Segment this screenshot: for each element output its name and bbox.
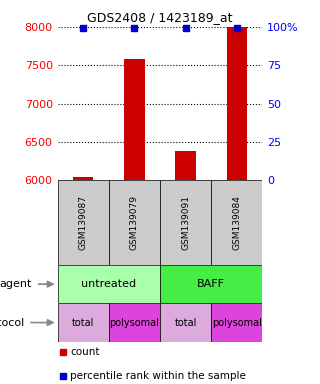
Bar [109,180,160,265]
Text: count: count [70,347,100,358]
Bar [58,265,160,303]
Title: GDS2408 / 1423189_at: GDS2408 / 1423189_at [87,11,233,24]
Text: GSM139091: GSM139091 [181,195,190,250]
Bar [175,151,196,180]
Bar [211,180,262,265]
Bar [160,180,211,265]
Text: BAFF: BAFF [197,279,225,289]
Text: percentile rank within the sample: percentile rank within the sample [70,371,246,381]
Text: protocol: protocol [0,318,24,328]
Bar [73,177,93,180]
Text: agent: agent [0,279,32,289]
Bar [109,303,160,342]
Bar [211,303,262,342]
Bar [227,27,247,180]
Text: total: total [72,318,94,328]
Bar [160,265,262,303]
Text: total: total [174,318,197,328]
Text: GSM139087: GSM139087 [79,195,88,250]
Bar [58,303,109,342]
Text: GSM139079: GSM139079 [130,195,139,250]
Text: GSM139084: GSM139084 [232,195,241,250]
Bar [160,303,211,342]
Text: untreated: untreated [81,279,136,289]
Bar [58,180,109,265]
Text: polysomal: polysomal [212,318,262,328]
Text: polysomal: polysomal [109,318,159,328]
Bar [124,59,145,180]
